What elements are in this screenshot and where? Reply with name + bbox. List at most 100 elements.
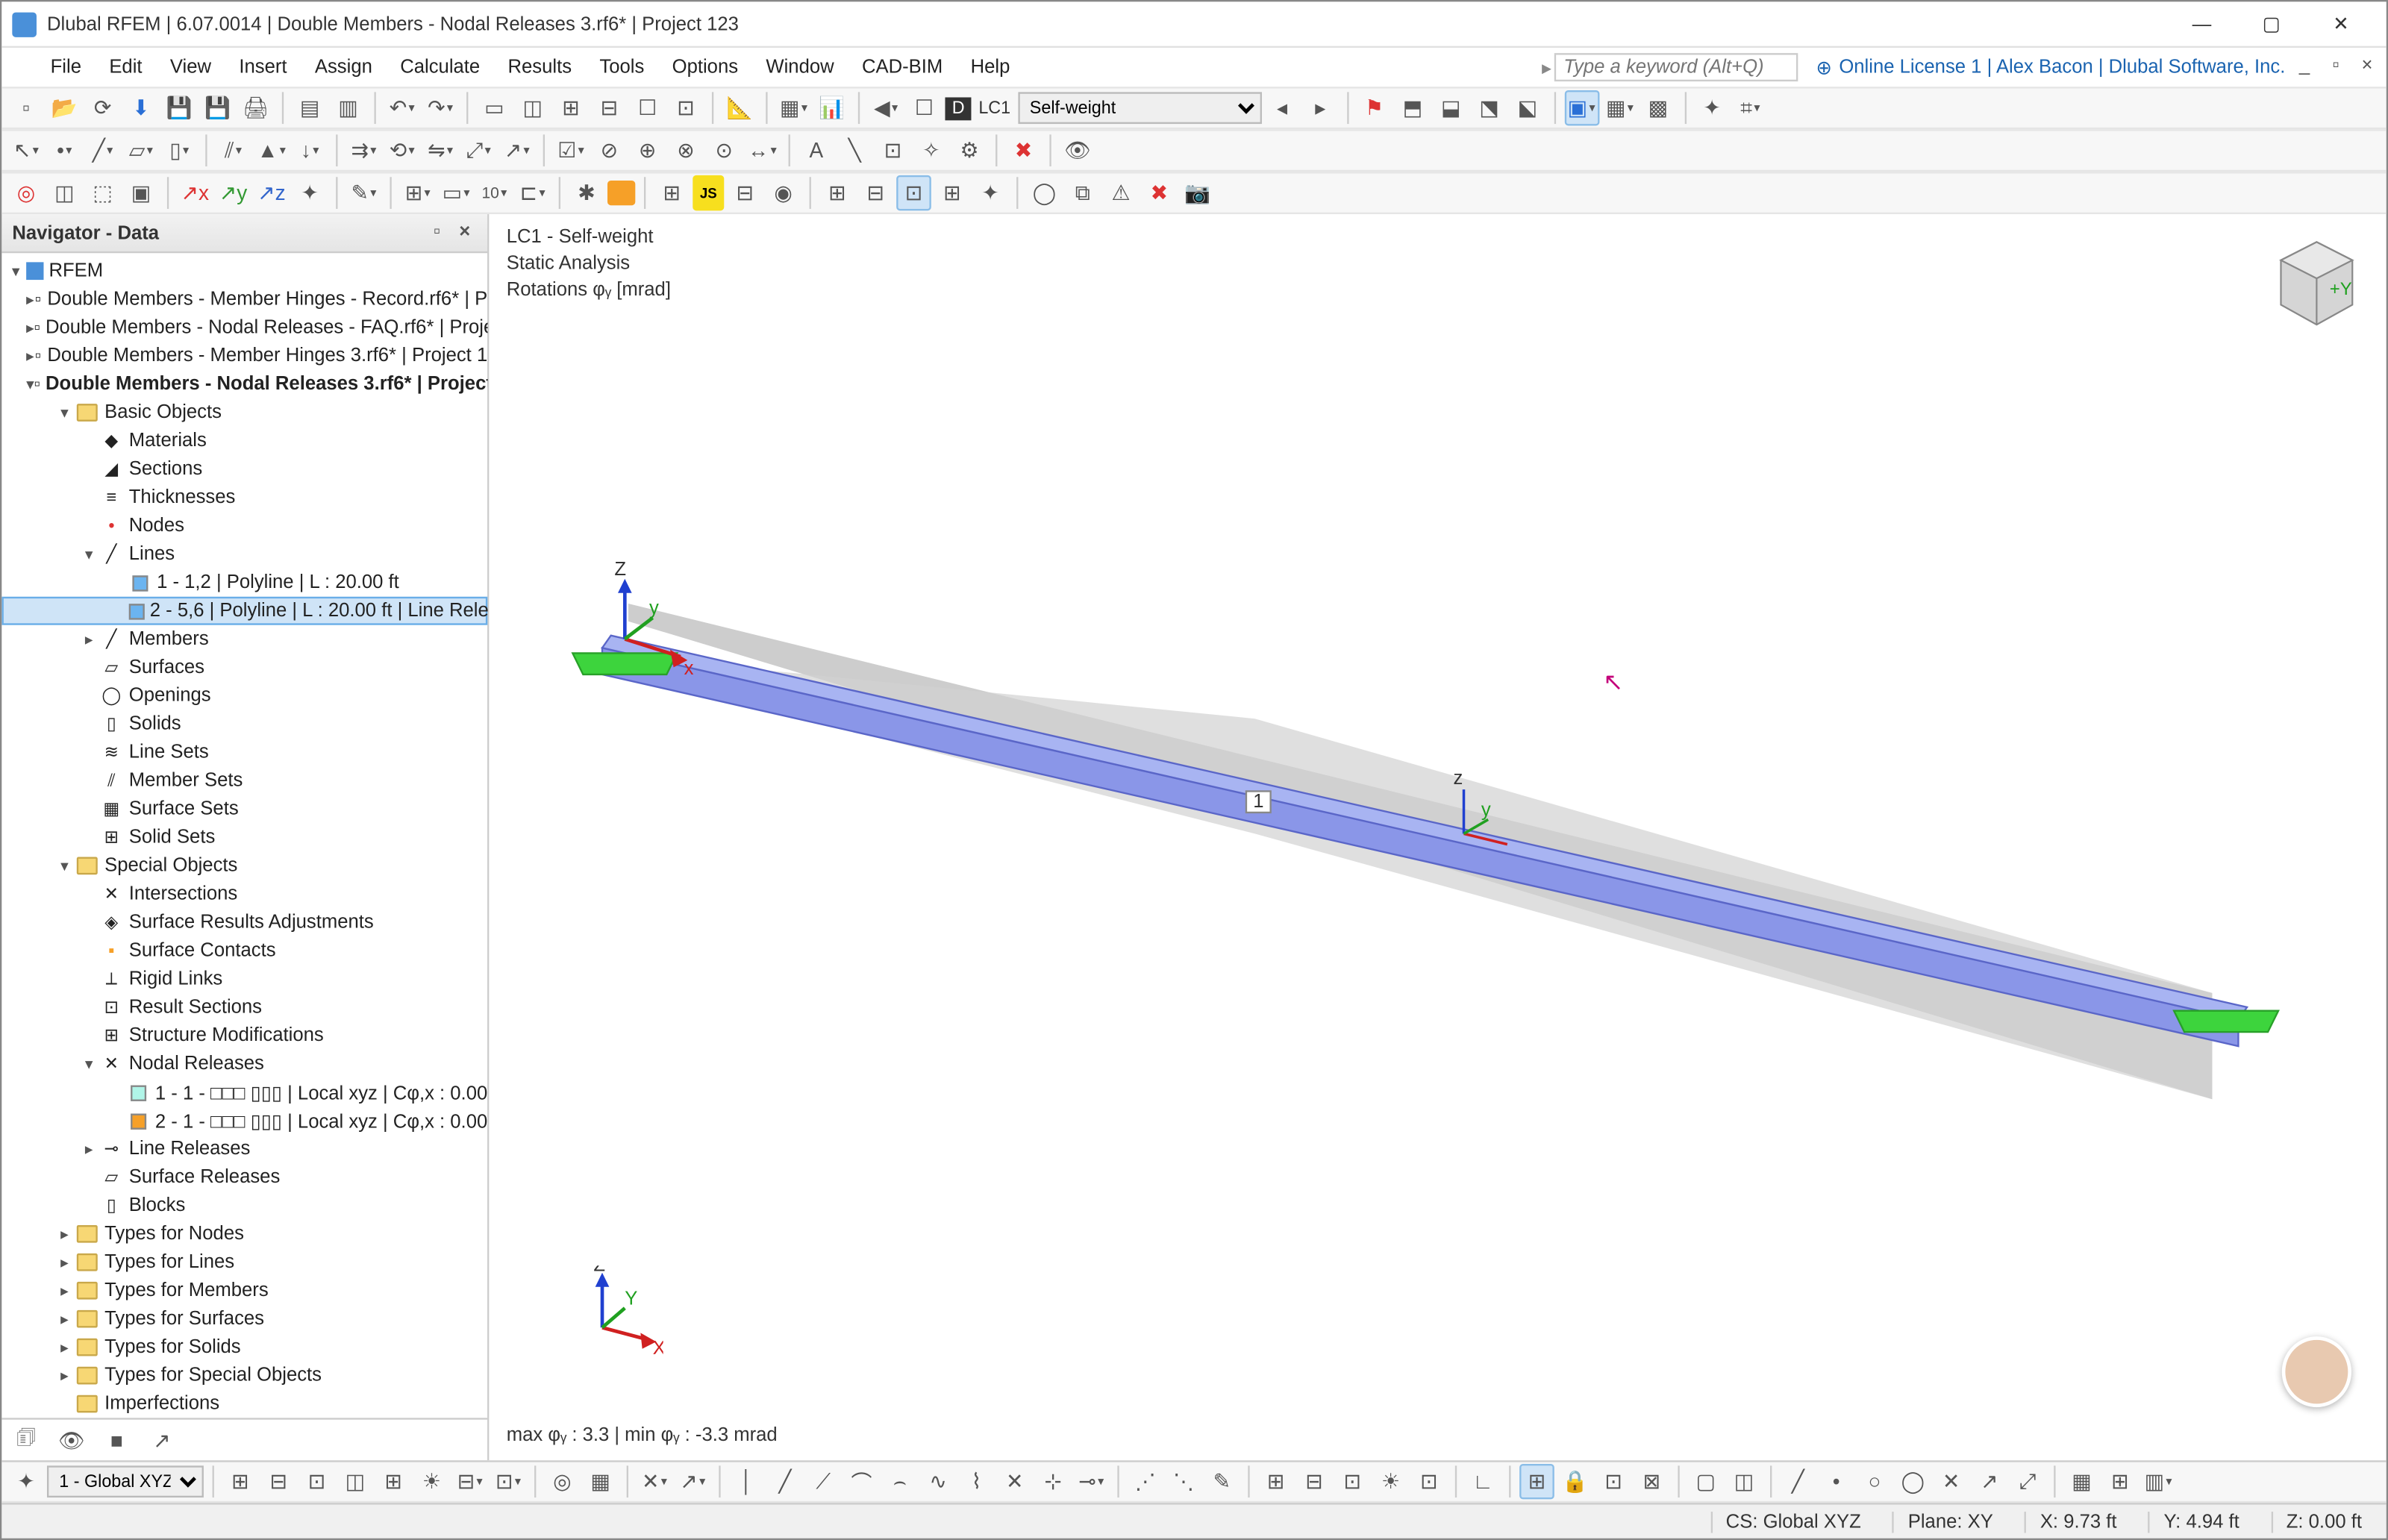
grid4-icon[interactable]: ⊞ xyxy=(934,175,969,210)
load-icon[interactable]: ↓ xyxy=(293,133,328,168)
sb-37[interactable]: ◫ xyxy=(1727,1464,1762,1499)
menu-file[interactable]: File xyxy=(37,53,96,81)
menu-insert[interactable]: Insert xyxy=(225,53,301,81)
open-icon[interactable]: 📂 xyxy=(47,90,82,125)
tree-line2[interactable]: 2 - 5,6 | Polyline | L : 20.00 ft | Line… xyxy=(1,597,487,625)
solid-draw-icon[interactable]: ▯ xyxy=(162,133,197,168)
sb-8[interactable]: ⊡ xyxy=(491,1464,526,1499)
sb-45[interactable]: ▦ xyxy=(2064,1464,2099,1499)
play-icon[interactable]: ◯ xyxy=(1027,175,1062,210)
window-1-icon[interactable]: ▭ xyxy=(477,90,512,125)
text-icon[interactable]: A xyxy=(799,133,834,168)
sb-39[interactable]: • xyxy=(1819,1464,1854,1499)
maximize-button[interactable]: ▢ xyxy=(2237,4,2306,43)
tree-model[interactable]: ▸▫Double Members - Nodal Releases - FAQ.… xyxy=(1,313,487,342)
plate-icon[interactable]: ▭ xyxy=(439,175,474,210)
view-persp-icon[interactable]: ⬕ xyxy=(1510,90,1545,125)
sb-9[interactable]: ◎ xyxy=(545,1464,580,1499)
tree-nodalrel[interactable]: ▾✕Nodal Releases xyxy=(1,1050,487,1078)
view-top-icon[interactable]: ⬒ xyxy=(1395,90,1431,125)
axis-xyz-icon[interactable]: ✦ xyxy=(293,175,328,210)
script1-icon[interactable]: ⊞ xyxy=(654,175,690,210)
line2-icon[interactable]: ╲ xyxy=(837,133,872,168)
axis-y-icon[interactable]: ↗y xyxy=(216,175,251,210)
render-both-icon[interactable]: ▩ xyxy=(1640,90,1675,125)
tree-tmembers[interactable]: ▸Types for Members xyxy=(1,1277,487,1305)
sb-23[interactable]: ⋰ xyxy=(1128,1464,1163,1499)
grid-snap-icon[interactable]: ⌗ xyxy=(1733,90,1768,125)
keyword-search[interactable] xyxy=(1555,53,1799,81)
sb-2[interactable]: ⊟ xyxy=(261,1464,296,1499)
viewport[interactable]: LC1 - Self-weight Static Analysis Rotati… xyxy=(489,214,2386,1460)
numbered-icon[interactable]: ⊡ xyxy=(669,90,704,125)
mdi-minimize[interactable]: _ xyxy=(2292,55,2317,80)
menu-view[interactable]: View xyxy=(156,53,225,81)
assistant-avatar[interactable] xyxy=(2282,1336,2351,1407)
tree-nodes[interactable]: •Nodes xyxy=(1,512,487,540)
tree-tsurfaces[interactable]: ▸Types for Surfaces xyxy=(1,1304,487,1333)
tree-tsolids[interactable]: ▸Types for Solids xyxy=(1,1333,487,1361)
tree-sections[interactable]: ◢Sections xyxy=(1,455,487,483)
sheet-icon[interactable]: ▥ xyxy=(331,90,366,125)
member-icon[interactable]: ⫽ xyxy=(216,133,251,168)
sb-32[interactable]: ⊞ xyxy=(1519,1464,1554,1499)
preview-icon[interactable]: 👁 xyxy=(1060,133,1095,168)
script3-icon[interactable]: ◉ xyxy=(766,175,801,210)
join-icon[interactable]: ⊙ xyxy=(707,133,742,168)
sb-47[interactable]: ▥ xyxy=(2141,1464,2176,1499)
mdi-close[interactable]: × xyxy=(2355,55,2380,80)
tree-basic-objects[interactable]: ▾Basic Objects xyxy=(1,398,487,427)
copy-move-icon[interactable]: ⇉ xyxy=(346,133,381,168)
mesh-gen-icon[interactable]: ✱ xyxy=(569,175,604,210)
tree-active-model[interactable]: ▾▫Double Members - Nodal Releases 3.rf6*… xyxy=(1,370,487,398)
break-icon[interactable]: ⊘ xyxy=(592,133,627,168)
tree-intersections[interactable]: ✕Intersections xyxy=(1,880,487,908)
sb-42[interactable]: ✕ xyxy=(1934,1464,1969,1499)
new-icon[interactable]: ▫ xyxy=(9,90,44,125)
nav-res-icon[interactable]: ↗ xyxy=(145,1424,180,1456)
render-solid-icon[interactable]: ▣ xyxy=(1564,90,1599,125)
tree-model[interactable]: ▸▫Double Members - Member Hinges 3.rf6* … xyxy=(1,342,487,370)
menu-help[interactable]: Help xyxy=(957,53,1024,81)
extend-icon[interactable]: ↗ xyxy=(499,133,534,168)
cam-icon[interactable]: 📷 xyxy=(1180,175,1215,210)
document-icon[interactable]: ▤ xyxy=(293,90,328,125)
tree-members[interactable]: ▸╱Members xyxy=(1,625,487,653)
tree-line1[interactable]: 1 - 1,2 | Polyline | L : 20.00 ft xyxy=(1,569,487,597)
sect-icon[interactable]: ⊏ xyxy=(515,175,550,210)
menu-tools[interactable]: Tools xyxy=(586,53,658,81)
window-4-icon[interactable]: ⊟ xyxy=(592,90,627,125)
sb-12[interactable]: ↗ xyxy=(675,1464,710,1499)
sb-27[interactable]: ⊟ xyxy=(1297,1464,1332,1499)
nav-pin-icon[interactable]: ▫ xyxy=(425,220,449,245)
tree-surfacesets[interactable]: ▦Surface Sets xyxy=(1,795,487,823)
sb-13[interactable]: │ xyxy=(729,1464,764,1499)
rotate-tool-icon[interactable]: ⟲ xyxy=(384,133,419,168)
tree-openings[interactable]: ◯Openings xyxy=(1,681,487,710)
sb-43[interactable]: ↗ xyxy=(1972,1464,2007,1499)
menu-window[interactable]: Window xyxy=(752,53,848,81)
tree-sra[interactable]: ◈Surface Results Adjustments xyxy=(1,908,487,936)
tree-solidsets[interactable]: ⊞Solid Sets xyxy=(1,823,487,851)
tree-rigidlinks[interactable]: ⟂Rigid Links xyxy=(1,965,487,993)
surface-draw-icon[interactable]: ▱ xyxy=(124,133,159,168)
sb-5[interactable]: ⊞ xyxy=(376,1464,411,1499)
warn-icon[interactable]: ⚠ xyxy=(1104,175,1139,210)
sb-3[interactable]: ⊡ xyxy=(299,1464,334,1499)
tree-surfcontacts[interactable]: ▪Surface Contacts xyxy=(1,936,487,965)
lc-fwd-icon[interactable]: ▸ xyxy=(1303,90,1338,125)
close-button[interactable]: ✕ xyxy=(2306,4,2375,43)
cube1-icon[interactable]: ◫ xyxy=(47,175,82,210)
mdi-restore[interactable]: ▫ xyxy=(2324,55,2348,80)
tree-solids[interactable]: ▯Solids xyxy=(1,710,487,738)
tree-tlines[interactable]: ▸Types for Lines xyxy=(1,1248,487,1277)
target-icon[interactable]: ◎ xyxy=(9,175,44,210)
del-red-icon[interactable]: ✖ xyxy=(1006,133,1041,168)
save-icon[interactable]: ⬇ xyxy=(124,90,159,125)
sb-1[interactable]: ⊞ xyxy=(223,1464,258,1499)
sketch-icon[interactable]: ✎ xyxy=(346,175,381,210)
sb-22[interactable]: ⊸ xyxy=(1074,1464,1109,1499)
save-as-icon[interactable]: 💾 xyxy=(162,90,197,125)
tree-model[interactable]: ▸▫Double Members - Member Hinges - Recor… xyxy=(1,285,487,313)
window-3-icon[interactable]: ⊞ xyxy=(554,90,589,125)
